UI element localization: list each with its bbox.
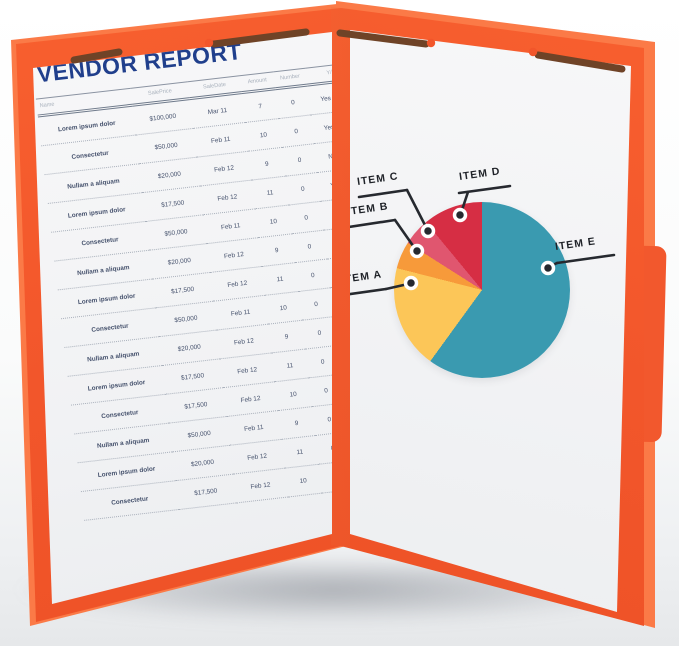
- cell-amount: 11: [266, 188, 274, 197]
- cell-amount: 10: [279, 303, 288, 312]
- pie-label-item-c: ITEM C: [356, 170, 400, 188]
- cell-date: Feb 12: [250, 480, 271, 491]
- pie-label-item-e: ITEM E: [554, 235, 597, 253]
- cell-number: 0: [310, 271, 315, 279]
- cell-number: 0: [290, 98, 296, 107]
- cell-amount: 9: [284, 332, 289, 341]
- cell-amount: 10: [289, 390, 298, 399]
- cell-amount: 9: [274, 246, 279, 254]
- cell-number: 0: [300, 185, 306, 193]
- cell-amount: 9: [294, 419, 299, 427]
- pie-label-item-b: ITEM B: [346, 200, 390, 218]
- pie-label-item-d: ITEM D: [458, 165, 502, 183]
- cell-price: $17,500: [193, 487, 218, 497]
- cell-number: 0: [297, 156, 302, 164]
- callout-underline-b: [350, 218, 397, 229]
- pie-chart: [394, 202, 570, 378]
- cell-amount: 9: [264, 160, 269, 168]
- callout-underline-d: [457, 184, 512, 195]
- cell-number: 0: [317, 329, 322, 337]
- cell-number: 0: [303, 213, 309, 222]
- callout-underline-c: [357, 188, 409, 199]
- cell-amount: 10: [259, 131, 268, 139]
- cell-amount: 11: [286, 361, 294, 370]
- cell-amount: 11: [276, 275, 284, 283]
- cell-amount: 10: [269, 217, 278, 226]
- cell-number: 0: [294, 127, 299, 135]
- cell-amount: 10: [299, 476, 308, 485]
- cell-amount: 11: [296, 448, 304, 456]
- cell-number: 0: [313, 300, 319, 308]
- cell-number: 0: [307, 242, 312, 251]
- cell-amount: 7: [257, 102, 263, 110]
